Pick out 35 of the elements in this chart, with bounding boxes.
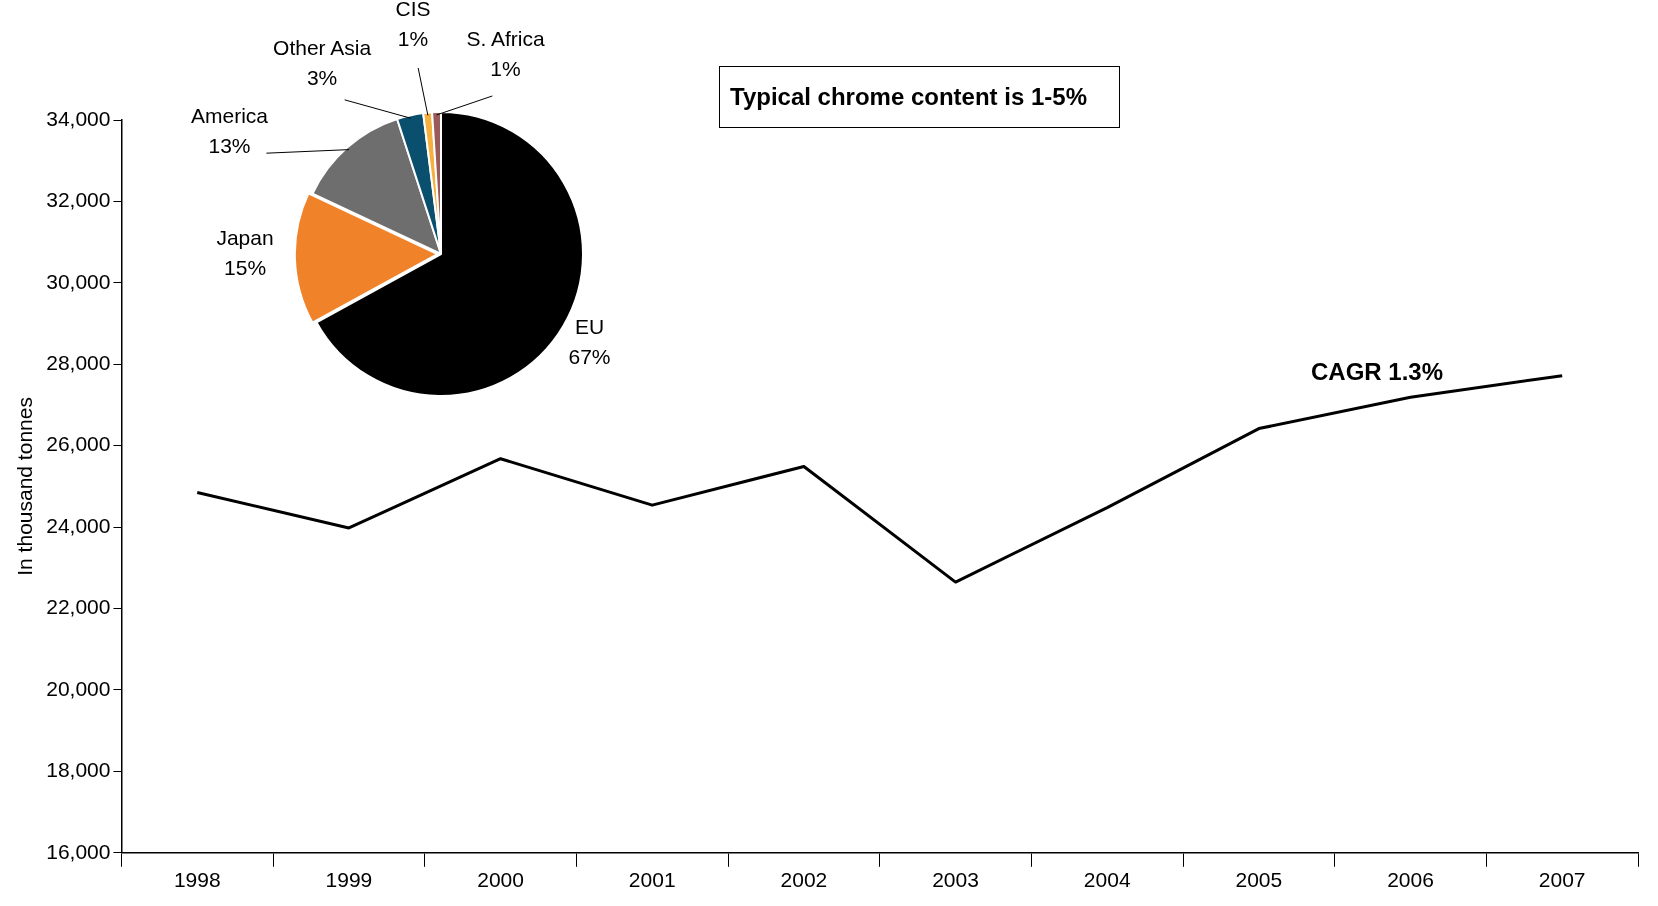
x-tick-label: 2004 xyxy=(1083,868,1131,892)
y-tick-label: 34,000 xyxy=(46,106,111,130)
x-tick-label: 1999 xyxy=(325,868,373,892)
y-tick-label: 24,000 xyxy=(46,513,111,537)
x-tick-label: 2001 xyxy=(628,868,676,892)
y-tick-label: 18,000 xyxy=(46,758,111,782)
text: Typical chrome content is 1-5% xyxy=(719,66,1120,128)
x-tick-label: 1998 xyxy=(173,868,221,892)
data-label: 1% xyxy=(397,27,429,51)
x-tick-label: 2002 xyxy=(780,868,828,892)
x-tick-label: 2000 xyxy=(477,868,524,892)
slice-label: Other Asia xyxy=(273,35,372,59)
slice-label: S. Africa xyxy=(466,27,545,51)
data-label: 13% xyxy=(208,133,251,157)
slice-label: CIS xyxy=(395,0,431,21)
y-tick-label: 28,000 xyxy=(46,351,111,375)
data-label: 67% xyxy=(568,345,611,369)
slice-label: Japan xyxy=(216,225,274,249)
y-tick-label: 22,000 xyxy=(46,595,111,619)
data-label: 15% xyxy=(224,255,267,279)
x-tick-label: 2007 xyxy=(1538,868,1586,892)
y-tick-label: 20,000 xyxy=(46,676,111,700)
x-tick-label: 2006 xyxy=(1387,868,1434,892)
slice-label: America xyxy=(190,103,269,127)
annotation: CAGR 1.3% xyxy=(1311,358,1444,386)
y-tick-label: 26,000 xyxy=(46,432,111,456)
x-tick-label: 2005 xyxy=(1235,868,1283,892)
slice-label: EU xyxy=(574,315,605,339)
y-axis-title: In thousand tonnes xyxy=(13,397,37,576)
data-label: 1% xyxy=(490,57,521,81)
y-tick-label: 16,000 xyxy=(46,839,111,863)
y-tick-label: 30,000 xyxy=(46,269,111,293)
x-tick-label: 2003 xyxy=(932,868,979,892)
y-tick-label: 32,000 xyxy=(46,188,111,212)
data-label: 3% xyxy=(306,65,338,89)
